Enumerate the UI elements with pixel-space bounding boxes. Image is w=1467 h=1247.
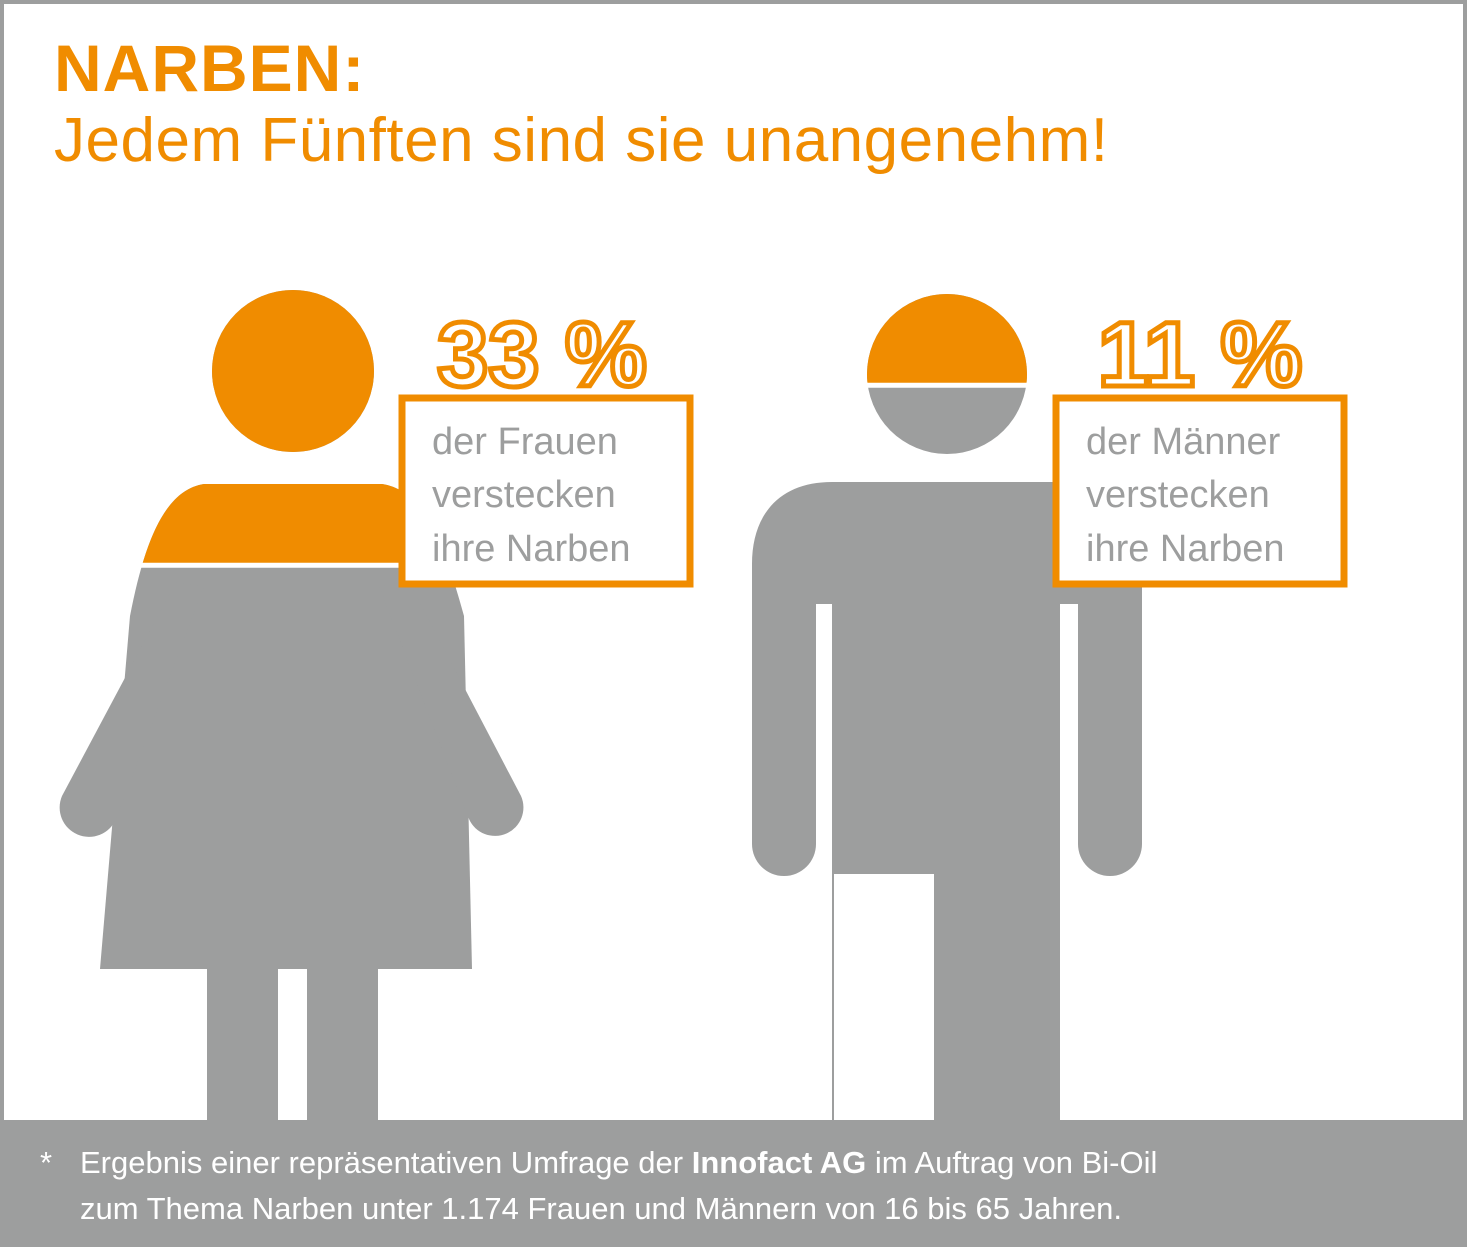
man-percent: 11 % <box>1098 304 1303 406</box>
footnote-marker: * <box>40 1145 53 1180</box>
title-line-2: Jedem Fünften sind sie unangenehm! <box>54 105 1109 175</box>
footnote-text-after: im Auftrag von Bi-Oil <box>866 1145 1158 1180</box>
footnote: * Ergebnis einer repräsentativen Umfrage… <box>4 1120 1463 1243</box>
pictogram-chart: 33 % der Frauen verstecken ihre Narben 1… <box>59 290 1348 1124</box>
footnote-line-1: Ergebnis einer repräsentativen Umfrage d… <box>80 1140 1157 1186</box>
man-caption-line-1: der Männer <box>1086 421 1281 463</box>
page-title: NARBEN: Jedem Fünften sind sie unangeneh… <box>54 31 1109 175</box>
woman-percent: 33 % <box>437 304 647 406</box>
man-label: 11 % der Männer verstecken ihre Narben <box>1052 302 1348 588</box>
woman-caption-line-3: ihre Narben <box>432 528 631 570</box>
woman-figure-base <box>59 290 524 1124</box>
title-line-1: NARBEN: <box>54 31 366 105</box>
man-caption-line-2: verstecken <box>1086 474 1270 516</box>
footnote-source: Innofact AG <box>691 1145 867 1180</box>
woman-caption-line-2: verstecken <box>432 474 616 516</box>
man-icon <box>752 294 1142 1124</box>
man-caption-line-3: ihre Narben <box>1086 528 1285 570</box>
man-fill-level <box>867 294 1027 386</box>
woman-icon <box>59 290 524 1124</box>
footnote-line-2: zum Thema Narben unter 1.174 Frauen und … <box>80 1191 1123 1226</box>
woman-caption-line-1: der Frauen <box>432 421 618 463</box>
woman-label: 33 % der Frauen verstecken ihre Narben <box>398 302 694 588</box>
woman-fill-level <box>142 290 449 566</box>
footnote-text-before: Ergebnis einer repräsentativen Umfrage d… <box>80 1145 692 1180</box>
